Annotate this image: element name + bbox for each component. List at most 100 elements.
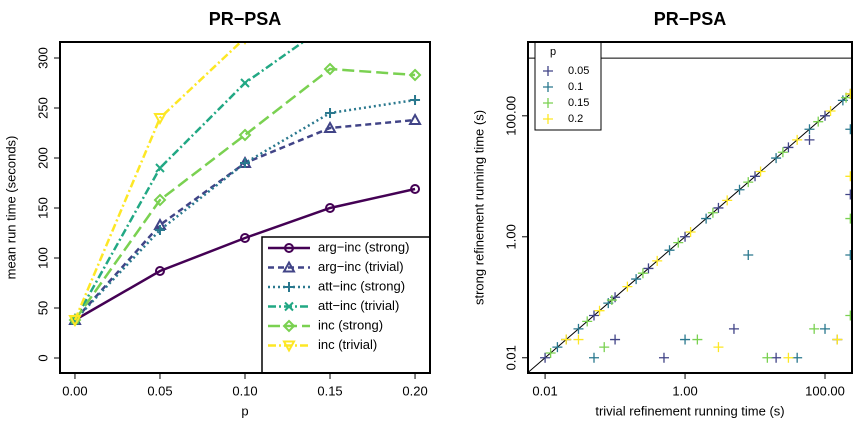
marker xyxy=(845,310,852,321)
marker xyxy=(643,263,654,274)
marker xyxy=(325,108,336,118)
marker xyxy=(743,249,754,260)
series-line xyxy=(74,187,416,322)
y-axis-label: mean run time (seconds) xyxy=(3,136,18,280)
x-tick-label: 0.15 xyxy=(317,383,342,398)
marker xyxy=(543,66,553,76)
marker xyxy=(543,98,553,108)
marker xyxy=(240,233,250,243)
marker xyxy=(326,19,334,27)
legend-label: 0.2 xyxy=(568,113,583,125)
series-line xyxy=(73,42,243,321)
y-tick-label: 0.01 xyxy=(503,345,518,370)
legend: p 0.05 0.1 0.15 0.2 xyxy=(534,41,602,131)
marker xyxy=(728,323,739,334)
marker xyxy=(323,62,337,76)
marker xyxy=(408,112,422,125)
marker xyxy=(154,225,165,235)
y-tick-label: 100 xyxy=(35,247,50,269)
marker xyxy=(543,114,553,124)
y-axis-label: strong refinement running time (s) xyxy=(471,110,486,305)
marker xyxy=(408,68,422,82)
marker xyxy=(845,171,852,182)
marker xyxy=(680,334,691,345)
marker xyxy=(154,266,165,276)
legend-box xyxy=(534,41,602,131)
marker xyxy=(282,319,296,333)
marker xyxy=(820,323,831,334)
x-tick-label: 0.10 xyxy=(232,383,257,398)
plot-frame xyxy=(59,41,431,374)
x-tick-label: 0.05 xyxy=(147,383,172,398)
y-tick-label: 200 xyxy=(35,147,50,169)
y-tick-label: 0 xyxy=(35,354,50,361)
marker xyxy=(734,184,745,195)
marker xyxy=(238,128,252,142)
marker xyxy=(825,106,836,117)
marker xyxy=(582,316,593,327)
marker xyxy=(325,203,336,213)
marker xyxy=(701,213,712,224)
marker xyxy=(792,134,803,145)
legend-label: att−inc (strong) xyxy=(318,278,405,293)
marker xyxy=(622,281,633,292)
marker xyxy=(783,352,794,363)
marker xyxy=(153,193,167,207)
marker xyxy=(573,334,584,345)
y-tick-label: 250 xyxy=(35,97,50,119)
y-tick-label: 300 xyxy=(35,47,50,69)
x-axis-label: p xyxy=(241,403,248,418)
x-tick-label: 0.00 xyxy=(62,383,87,398)
legend-label: 0.05 xyxy=(568,65,589,77)
marker xyxy=(589,352,599,363)
marker xyxy=(540,352,551,363)
marker xyxy=(599,342,610,353)
marker xyxy=(680,231,691,242)
marker xyxy=(809,323,820,334)
marker xyxy=(804,124,815,135)
legend-label: inc (trivial) xyxy=(318,337,377,352)
marker xyxy=(284,243,294,253)
marker xyxy=(771,352,782,363)
marker xyxy=(153,113,167,126)
marker xyxy=(410,184,421,194)
legend-label: att−inc (trivial) xyxy=(318,298,399,313)
marker xyxy=(832,334,843,345)
chart-title: PR−PSA xyxy=(209,9,282,29)
marker xyxy=(692,334,703,345)
marker xyxy=(545,347,556,358)
marker xyxy=(750,171,761,182)
x-tick-label: 0.20 xyxy=(402,383,427,398)
marker xyxy=(664,245,675,256)
marker xyxy=(68,315,82,328)
marker xyxy=(606,295,617,306)
marker xyxy=(631,274,642,285)
marker xyxy=(610,334,621,345)
marker xyxy=(845,249,852,260)
marker xyxy=(762,352,773,363)
y-tick-label: 1.00 xyxy=(503,224,518,249)
marker xyxy=(594,305,605,316)
marker xyxy=(323,120,337,133)
marker xyxy=(284,301,294,312)
marker xyxy=(804,134,815,145)
marker xyxy=(813,116,824,127)
legend: arg−inc (strong) arg−inc (trivial) att−inc… xyxy=(261,236,431,374)
marker xyxy=(637,268,648,279)
x-axis-label: trivial refinement running time (s) xyxy=(595,403,784,418)
marker xyxy=(240,78,250,88)
marker xyxy=(673,237,684,248)
marker xyxy=(755,166,766,177)
marker xyxy=(589,310,599,321)
marker xyxy=(543,82,553,92)
marker xyxy=(792,352,803,363)
legend-label: 0.1 xyxy=(568,81,583,93)
legend-label: inc (strong) xyxy=(318,317,383,332)
marker xyxy=(707,207,718,218)
marker xyxy=(552,342,563,353)
marker xyxy=(410,95,421,105)
marker xyxy=(685,226,696,237)
legend-label: arg−inc (trivial) xyxy=(318,259,404,274)
marker xyxy=(845,213,852,224)
